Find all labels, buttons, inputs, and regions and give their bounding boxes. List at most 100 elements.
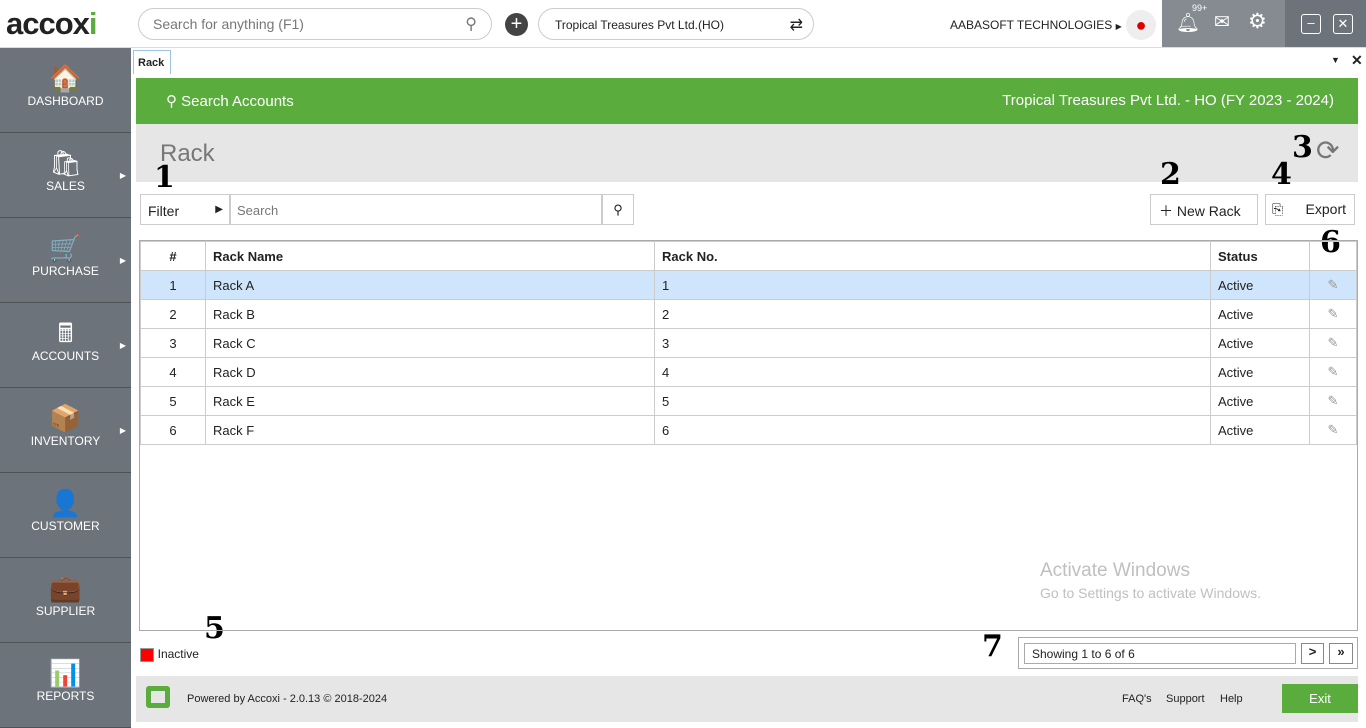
global-search-input[interactable]: Search for anything (F1) ⚲ [138,8,492,40]
edit-icon[interactable]: ✎ [1309,299,1357,329]
table-row[interactable]: 3 Rack C 3 Active ✎ [140,328,1357,358]
cell-rack-no: 4 [654,357,1211,387]
sidebar-item-supplier[interactable]: 💼 SUPPLIER [0,558,131,643]
col-number[interactable]: # [140,241,206,271]
cell-status: Active [1210,270,1310,300]
sidebar: 🏠 DASHBOARD 🛍 SALES ▶ 🛒 PURCHASE ▶ 🖩 ACCOUNTS ▶… [0,48,131,728]
search-button[interactable]: ⚲ [602,194,634,225]
search-accounts-label: Search Accounts [181,93,294,110]
close-window-icon[interactable]: ✕ [1333,14,1353,34]
chevron-right-icon: ▶ [119,341,126,350]
table-row[interactable]: 6 Rack F 6 Active ✎ [140,415,1357,445]
filter-button[interactable]: Filter ▶ [140,194,230,225]
refresh-icon[interactable]: ⟳ [1316,135,1340,166]
chevron-right-icon: ▶ [119,256,126,265]
cell-number: 2 [140,299,206,329]
caret-right-icon: ▶ [215,204,223,215]
col-rack-no[interactable]: Rack No. [654,241,1211,271]
table-header: # Rack Name Rack No. Status [140,241,1357,271]
bell-icon[interactable]: 🔔︎ [1176,13,1201,34]
edit-icon[interactable]: ✎ [1309,328,1357,358]
home-icon: 🏠 [49,63,82,93]
rack-table: # Rack Name Rack No. Status 1 Rack A 1 Acti… [139,240,1358,631]
search-icon[interactable]: ⚲ [465,16,477,33]
exit-button[interactable]: Exit [1282,684,1358,713]
sidebar-item-customer[interactable]: 👤 CUSTOMER [0,473,131,558]
user-icon: 👤 [49,488,82,518]
tab-rack[interactable]: Rack [133,50,171,74]
notification-badge: 99+ [1192,3,1208,13]
cell-rack-name: Rack B [205,299,655,329]
page-title: Rack [160,140,215,167]
message-icon[interactable]: ✉ [1214,12,1230,33]
table-row[interactable]: 4 Rack D 4 Active ✎ [140,357,1357,387]
user-avatar[interactable]: ● [1126,10,1156,40]
add-icon[interactable]: + [505,13,528,36]
legend-label: Inactive [157,647,199,661]
search-icon: ⚲ [613,202,623,217]
cell-status: Active [1210,386,1310,416]
cell-rack-name: Rack F [205,415,655,445]
org-menu[interactable]: AABASOFT TECHNOLOGIES ▶ [950,18,1122,32]
cell-number: 6 [140,415,206,445]
new-rack-button[interactable]: ＋ New Rack [1150,194,1258,225]
legend-inactive: Inactive [140,646,199,662]
cell-rack-name: Rack E [205,386,655,416]
table-row[interactable]: 1 Rack A 1 Active ✎ [140,270,1357,300]
edit-icon[interactable]: ✎ [1309,415,1357,445]
pager-status: Showing 1 to 6 of 6 [1024,643,1296,664]
new-rack-label: New Rack [1176,203,1241,219]
title-bar: Rack ⟳ [136,124,1358,182]
sidebar-item-accounts[interactable]: 🖩 ACCOUNTS ▶ [0,303,131,388]
sidebar-item-sales[interactable]: 🛍 SALES ▶ [0,133,131,218]
export-button[interactable]: ⎘ Export [1265,194,1355,225]
sidebar-item-inventory[interactable]: 📦 INVENTORY ▶ [0,388,131,473]
nav-label: REPORTS [36,689,95,703]
plus-icon: ＋ [1159,203,1173,219]
minimize-icon[interactable]: – [1301,14,1321,34]
edit-icon[interactable]: ✎ [1309,270,1357,300]
watermark-line2: Go to Settings to activate Windows. [1040,585,1261,601]
annotation-4: 4 [1271,157,1292,192]
last-page-button[interactable]: » [1329,643,1353,664]
filter-label: Filter [148,203,180,219]
cell-number: 5 [140,386,206,416]
table-row[interactable]: 2 Rack B 2 Active ✎ [140,299,1357,329]
cell-rack-no: 3 [654,328,1211,358]
accoxi-icon [146,686,170,708]
header-bar: ⚲ Search Accounts Tropical Treasures Pvt… [136,78,1358,124]
inactive-swatch [140,647,154,662]
sidebar-item-purchase[interactable]: 🛒 PURCHASE ▶ [0,218,131,303]
close-tab-icon[interactable]: ✕ [1351,52,1363,68]
footer: Powered by Accoxi - 2.0.13 © 2018-2024 F… [136,676,1358,722]
search-placeholder: Search for anything (F1) [153,16,304,32]
export-label: Export [1305,201,1346,217]
help-link[interactable]: Help [1220,693,1243,705]
cell-number: 3 [140,328,206,358]
faq-link[interactable]: FAQ's [1122,693,1152,705]
cell-status: Active [1210,357,1310,387]
support-link[interactable]: Support [1166,693,1205,705]
table-row[interactable]: 5 Rack E 5 Active ✎ [140,386,1357,416]
edit-icon[interactable]: ✎ [1309,386,1357,416]
cell-number: 1 [140,270,206,300]
nav-label: PURCHASE [32,264,99,278]
col-status[interactable]: Status [1210,241,1310,271]
cell-rack-name: Rack A [205,270,655,300]
search-input[interactable]: Search [230,194,602,225]
sidebar-item-reports[interactable]: 📊 REPORTS [0,643,131,728]
edit-icon[interactable]: ✎ [1309,357,1357,387]
col-rack-name[interactable]: Rack Name [205,241,655,271]
company-fy: Tropical Treasures Pvt Ltd. - HO (FY 202… [1002,92,1334,109]
chart-icon: 📊 [49,658,82,688]
sidebar-item-dashboard[interactable]: 🏠 DASHBOARD [0,48,131,133]
switch-company-icon[interactable]: ⇄ [789,17,803,34]
calculator-icon: 🖩 [57,318,74,348]
tab-dropdown-icon[interactable]: ▼ [1331,55,1340,65]
next-page-button[interactable]: > [1301,643,1324,664]
annotation-7: 7 [982,629,1003,664]
gear-icon[interactable]: ⚙ [1248,10,1267,33]
watermark-line1: Activate Windows [1040,560,1190,581]
search-accounts-link[interactable]: ⚲ Search Accounts [166,93,294,110]
company-selector[interactable]: Tropical Treasures Pvt Ltd.(HO) ⇄ [538,8,814,40]
